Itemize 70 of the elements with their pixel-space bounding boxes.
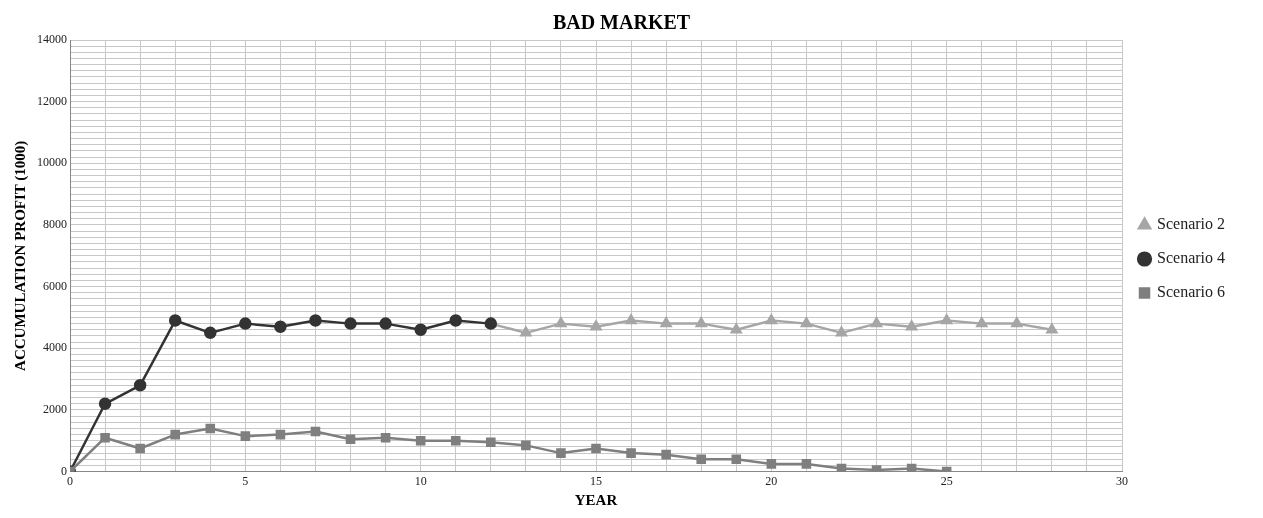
point: [660, 317, 672, 328]
point: [800, 317, 812, 328]
x-tick-label: 25: [940, 473, 953, 488]
legend-label: Scenario 2: [1157, 215, 1226, 233]
x-tick-label: 30: [1116, 473, 1129, 488]
y-tick-label: 14000: [37, 32, 67, 47]
y-tick-label: 6000: [43, 278, 67, 293]
y-tick-label: 8000: [43, 217, 67, 232]
legend-label: Scenario 6: [1157, 283, 1226, 301]
point: [310, 426, 321, 437]
point: [168, 314, 182, 327]
y-tick-label: 4000: [43, 340, 67, 355]
point: [1046, 323, 1058, 334]
point: [379, 317, 392, 330]
point: [133, 379, 147, 392]
point: [520, 326, 532, 337]
y-tick-label: 12000: [37, 93, 67, 108]
point: [274, 320, 287, 333]
point: [204, 326, 217, 340]
point: [275, 429, 286, 440]
point: [906, 320, 918, 331]
legend-label: Scenario 4: [1157, 249, 1226, 267]
x-tick-label: 15: [590, 473, 603, 488]
x-tick-label: 20: [765, 473, 778, 488]
point: [240, 431, 251, 441]
y-axis-title: ACCUMULATION PROFIT (1000): [11, 140, 29, 371]
point: [906, 463, 917, 472]
chart-title: BAD MARKET: [552, 11, 691, 34]
point: [626, 448, 636, 458]
point: [836, 463, 847, 472]
point: [1011, 317, 1023, 328]
y-tick-label: 0: [61, 463, 67, 478]
point: [205, 423, 216, 434]
point: [450, 435, 461, 446]
point: [556, 448, 566, 458]
point: [344, 317, 357, 330]
y-tick-label: 2000: [43, 402, 67, 417]
point: [591, 443, 601, 454]
x-axis-title: YEAR: [574, 491, 618, 508]
point: [170, 429, 180, 440]
point: [486, 437, 496, 448]
point: [449, 314, 462, 327]
point: [135, 443, 145, 454]
point: [415, 435, 426, 446]
point: [801, 459, 812, 469]
point: [380, 432, 391, 443]
point: [730, 323, 742, 334]
point: [625, 314, 637, 325]
point: [835, 326, 848, 337]
point: [766, 459, 777, 469]
point: [976, 317, 988, 328]
point: [414, 323, 427, 337]
point: [555, 317, 567, 328]
point: [661, 449, 671, 460]
point: [98, 397, 112, 411]
point: [731, 454, 742, 465]
point: [100, 432, 110, 443]
point: [239, 317, 252, 330]
point: [870, 317, 883, 328]
point: [696, 454, 706, 465]
point: [695, 317, 707, 328]
x-tick-label: 10: [414, 473, 427, 488]
point: [521, 440, 531, 451]
point: [590, 320, 602, 331]
point: [345, 434, 356, 445]
point: [765, 314, 777, 325]
point: [941, 314, 953, 325]
point: [309, 314, 322, 327]
y-tick-label: 10000: [37, 155, 67, 170]
x-tick-label: 5: [242, 473, 249, 488]
